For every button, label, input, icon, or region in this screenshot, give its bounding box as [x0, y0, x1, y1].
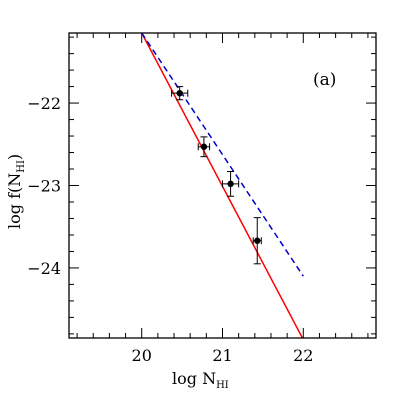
point-marker — [254, 237, 261, 244]
tick-labels: 20 21 22 −22 −23 −24 — [27, 94, 313, 365]
x-axis-label: log NHI — [172, 369, 229, 391]
y-tick-label: −24 — [27, 259, 61, 278]
data-point — [171, 86, 189, 101]
data-point — [197, 136, 211, 158]
x-tick-label: 21 — [212, 346, 232, 365]
x-tick-label: 20 — [132, 346, 152, 365]
x-tick-label: 22 — [293, 346, 313, 365]
y-tick-label: −22 — [27, 94, 61, 113]
y-tick-label: −23 — [27, 177, 61, 196]
axis-ticks — [69, 33, 376, 338]
point-marker — [200, 143, 208, 150]
y-axis-label-subscript: HI — [16, 160, 27, 173]
panel-label: (a) — [313, 70, 336, 90]
y-axis-label: log f(NHI) — [5, 154, 27, 229]
x-axis-label-subscript: HI — [216, 380, 229, 391]
dashed-fit-line — [141, 33, 304, 277]
y-axis-label-close: ) — [5, 154, 24, 160]
data-points — [171, 86, 262, 265]
data-point — [222, 170, 240, 197]
plot-frame — [68, 32, 377, 339]
data-point — [252, 217, 262, 265]
point-marker — [227, 180, 234, 188]
point-marker — [176, 89, 183, 97]
